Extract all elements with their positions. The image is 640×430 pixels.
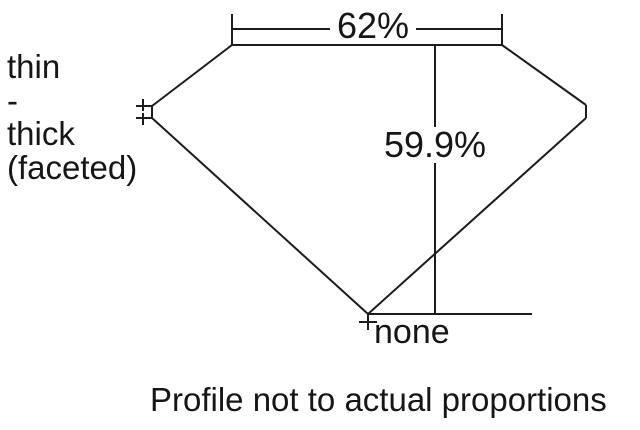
culet-label: none <box>374 313 450 351</box>
crown-right-line <box>501 44 587 106</box>
culet-marker <box>359 313 532 330</box>
pavilion-right-line <box>367 117 587 315</box>
depth-percent-label: 59.9% <box>377 127 493 163</box>
diagram-caption: Profile not to actual proportions <box>150 381 607 418</box>
table-percent-label: 62% <box>329 8 417 44</box>
girdle-thickness-label: thin - thick (faceted) <box>7 48 138 186</box>
girdle-marker-left <box>136 99 152 125</box>
pavilion-left-line <box>151 117 369 315</box>
diamond-outline <box>151 44 587 315</box>
crown-left-line <box>151 44 233 107</box>
